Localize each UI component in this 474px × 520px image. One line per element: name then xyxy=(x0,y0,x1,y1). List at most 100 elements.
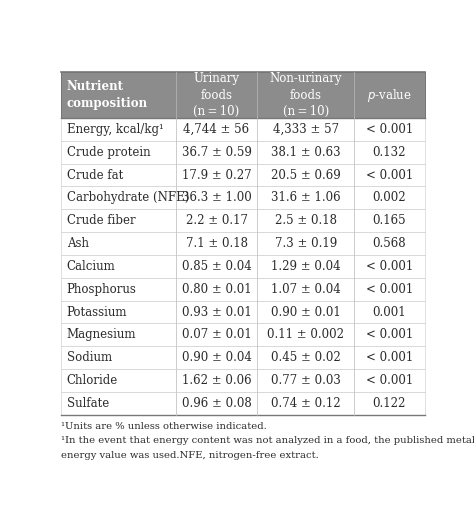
Text: $\it{p}$-value: $\it{p}$-value xyxy=(367,87,412,103)
Text: Chloride: Chloride xyxy=(66,374,118,387)
Text: 0.74 ± 0.12: 0.74 ± 0.12 xyxy=(271,397,340,410)
Text: Crude fiber: Crude fiber xyxy=(66,214,135,227)
Text: 0.122: 0.122 xyxy=(373,397,406,410)
Bar xyxy=(257,255,354,278)
Bar xyxy=(176,346,257,369)
Bar xyxy=(61,392,176,415)
Text: 17.9 ± 0.27: 17.9 ± 0.27 xyxy=(182,168,251,181)
Text: Sulfate: Sulfate xyxy=(66,397,109,410)
Bar xyxy=(354,164,425,187)
Bar xyxy=(61,232,176,255)
Bar xyxy=(257,118,354,141)
Text: Crude fat: Crude fat xyxy=(66,168,123,181)
Bar xyxy=(257,278,354,301)
Text: 0.96 ± 0.08: 0.96 ± 0.08 xyxy=(182,397,251,410)
Text: 0.132: 0.132 xyxy=(373,146,406,159)
Bar xyxy=(176,392,257,415)
Bar xyxy=(354,323,425,346)
Text: 31.6 ± 1.06: 31.6 ± 1.06 xyxy=(271,191,340,204)
Text: 4,333 ± 57: 4,333 ± 57 xyxy=(273,123,339,136)
Text: Energy, kcal/kg¹: Energy, kcal/kg¹ xyxy=(66,123,164,136)
Bar xyxy=(61,187,176,209)
Bar xyxy=(354,141,425,164)
Bar xyxy=(354,301,425,323)
Text: Calcium: Calcium xyxy=(66,260,115,273)
Bar xyxy=(176,255,257,278)
Bar xyxy=(176,164,257,187)
Text: 0.45 ± 0.02: 0.45 ± 0.02 xyxy=(271,351,340,364)
Text: Crude protein: Crude protein xyxy=(66,146,150,159)
Bar xyxy=(61,278,176,301)
Text: 0.11 ± 0.002: 0.11 ± 0.002 xyxy=(267,328,344,341)
Text: 0.93 ± 0.01: 0.93 ± 0.01 xyxy=(182,306,251,319)
Text: 0.80 ± 0.01: 0.80 ± 0.01 xyxy=(182,283,251,296)
Bar xyxy=(354,187,425,209)
Text: 20.5 ± 0.69: 20.5 ± 0.69 xyxy=(271,168,340,181)
Bar xyxy=(257,369,354,392)
Text: 1.07 ± 0.04: 1.07 ± 0.04 xyxy=(271,283,340,296)
Bar xyxy=(257,301,354,323)
Bar xyxy=(61,255,176,278)
Bar xyxy=(61,164,176,187)
Text: < 0.001: < 0.001 xyxy=(365,123,413,136)
Bar xyxy=(354,392,425,415)
Bar xyxy=(257,323,354,346)
Text: Urinary
foods
(n = 10): Urinary foods (n = 10) xyxy=(193,72,240,118)
Text: 0.90 ± 0.01: 0.90 ± 0.01 xyxy=(271,306,340,319)
Text: Potassium: Potassium xyxy=(66,306,127,319)
Text: 36.7 ± 0.59: 36.7 ± 0.59 xyxy=(182,146,252,159)
Bar xyxy=(257,187,354,209)
Text: 7.1 ± 0.18: 7.1 ± 0.18 xyxy=(185,237,247,250)
Bar xyxy=(61,118,176,141)
Text: 0.90 ± 0.04: 0.90 ± 0.04 xyxy=(182,351,252,364)
Bar xyxy=(61,369,176,392)
Text: < 0.001: < 0.001 xyxy=(365,283,413,296)
Text: 4,744 ± 56: 4,744 ± 56 xyxy=(183,123,250,136)
Text: 0.07 ± 0.01: 0.07 ± 0.01 xyxy=(182,328,251,341)
Bar xyxy=(176,232,257,255)
Bar xyxy=(61,141,176,164)
Bar xyxy=(354,232,425,255)
Bar xyxy=(354,209,425,232)
Bar xyxy=(257,164,354,187)
Bar xyxy=(61,323,176,346)
Bar xyxy=(176,141,257,164)
Bar xyxy=(354,118,425,141)
Bar xyxy=(176,118,257,141)
Text: Carbohydrate (NFE): Carbohydrate (NFE) xyxy=(66,191,189,204)
Text: 0.165: 0.165 xyxy=(373,214,406,227)
Bar xyxy=(176,369,257,392)
Bar xyxy=(257,346,354,369)
Bar xyxy=(257,209,354,232)
Text: 2.5 ± 0.18: 2.5 ± 0.18 xyxy=(274,214,337,227)
Text: Sodium: Sodium xyxy=(66,351,112,364)
Bar xyxy=(257,232,354,255)
Text: 38.1 ± 0.63: 38.1 ± 0.63 xyxy=(271,146,340,159)
Text: 1.29 ± 0.04: 1.29 ± 0.04 xyxy=(271,260,340,273)
Bar xyxy=(354,346,425,369)
Bar xyxy=(61,301,176,323)
Bar xyxy=(257,392,354,415)
Bar xyxy=(176,187,257,209)
Bar xyxy=(61,209,176,232)
Bar xyxy=(257,141,354,164)
Text: 1.62 ± 0.06: 1.62 ± 0.06 xyxy=(182,374,251,387)
Text: < 0.001: < 0.001 xyxy=(365,328,413,341)
Text: Ash: Ash xyxy=(66,237,89,250)
Text: < 0.001: < 0.001 xyxy=(365,260,413,273)
Text: Nutrient
composition: Nutrient composition xyxy=(66,81,148,110)
Text: 36.3 ± 1.00: 36.3 ± 1.00 xyxy=(182,191,251,204)
Text: ¹Units are % unless otherwise indicated.: ¹Units are % unless otherwise indicated. xyxy=(61,422,267,431)
Text: < 0.001: < 0.001 xyxy=(365,168,413,181)
Bar xyxy=(176,323,257,346)
Text: 0.77 ± 0.03: 0.77 ± 0.03 xyxy=(271,374,341,387)
Text: 0.568: 0.568 xyxy=(373,237,406,250)
Bar xyxy=(176,209,257,232)
Bar xyxy=(61,346,176,369)
Text: Phosphorus: Phosphorus xyxy=(66,283,137,296)
Bar xyxy=(354,255,425,278)
Bar xyxy=(354,278,425,301)
Text: 0.85 ± 0.04: 0.85 ± 0.04 xyxy=(182,260,251,273)
Text: 0.002: 0.002 xyxy=(373,191,406,204)
Text: < 0.001: < 0.001 xyxy=(365,351,413,364)
